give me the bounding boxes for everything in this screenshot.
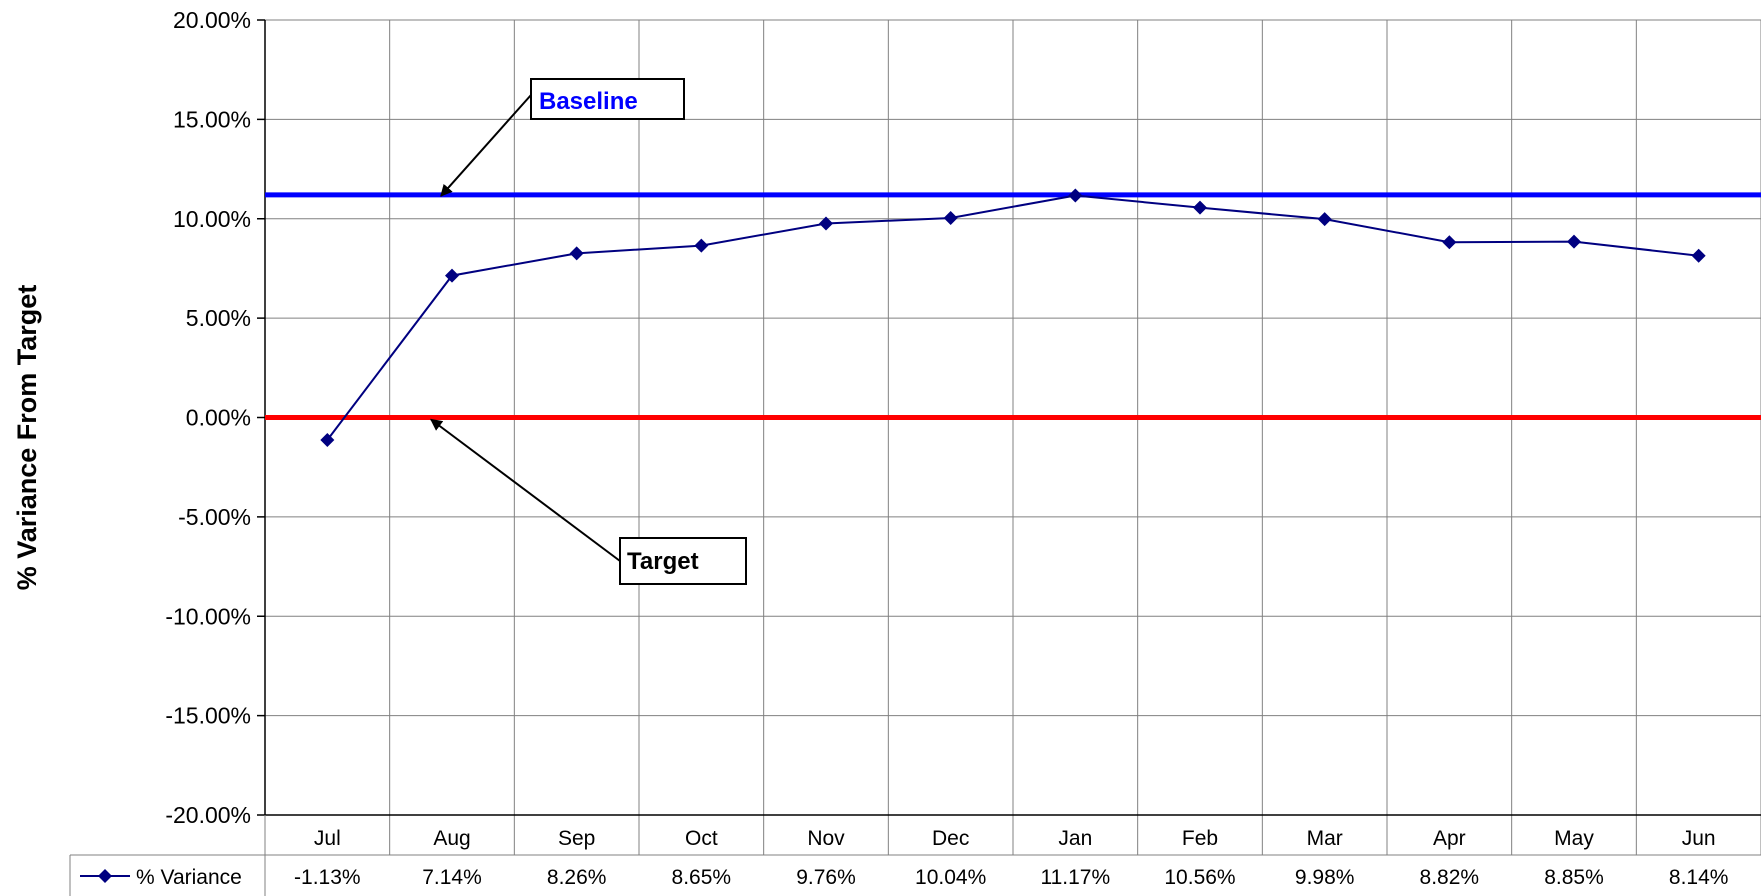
baseline-arrow xyxy=(440,94,532,197)
reference-lines xyxy=(265,192,1761,420)
data-point-marker xyxy=(819,216,833,231)
data-point-marker xyxy=(569,246,584,261)
x-category-label: Dec xyxy=(932,827,969,850)
x-category-label: Feb xyxy=(1182,827,1218,850)
series-line xyxy=(326,194,1699,441)
data-point-marker xyxy=(1068,188,1083,203)
table-value-cell: 8.85% xyxy=(1544,866,1604,889)
data-point-marker xyxy=(1193,200,1207,215)
y-tick-label: -5.00% xyxy=(178,504,251,530)
x-category-label: Nov xyxy=(807,827,845,850)
table-value-cell: 8.65% xyxy=(672,866,732,889)
x-category-label: Mar xyxy=(1307,827,1343,850)
y-tick-label: -15.00% xyxy=(165,703,251,729)
target-callout-label: Target xyxy=(627,548,699,575)
x-category-label: Jan xyxy=(1058,827,1092,850)
target-arrow xyxy=(430,418,621,562)
baseline-callout-label: Baseline xyxy=(539,88,638,115)
table-value-cell: 10.04% xyxy=(915,866,986,889)
table-value-cell: 8.26% xyxy=(547,866,607,889)
table-value-cell: 8.82% xyxy=(1420,866,1480,889)
y-tick-label: 20.00% xyxy=(173,7,251,33)
table-value-cell: 8.14% xyxy=(1669,866,1729,889)
x-category-label: Aug xyxy=(433,827,470,850)
table-value-cell: 9.76% xyxy=(796,866,856,889)
data-point-marker xyxy=(1442,235,1457,250)
table-value-cell: 9.98% xyxy=(1295,866,1355,889)
table-value-cell: -1.13% xyxy=(294,866,361,889)
data-point-marker xyxy=(445,268,459,283)
x-category-label: Apr xyxy=(1433,827,1466,850)
legend-series-name: % Variance xyxy=(136,866,242,889)
data-point-marker xyxy=(1317,212,1332,227)
data-point-marker xyxy=(320,432,335,447)
x-category-label: Sep xyxy=(558,827,595,850)
x-category-label: Jul xyxy=(314,827,341,850)
y-axis-ticks: 20.00% 15.00% 10.00% 5.00% 0.00% -5.00% -10.00… xyxy=(165,7,265,828)
baseline-callout-box xyxy=(530,78,685,120)
data-series xyxy=(320,188,1706,447)
table-value-cell: 10.56% xyxy=(1164,866,1235,889)
y-tick-label: 0.00% xyxy=(186,405,251,431)
y-tick-label: -10.00% xyxy=(165,603,251,629)
legend-marker-key xyxy=(98,869,112,883)
y-axis-label: % Variance From Target xyxy=(12,285,42,591)
data-table: Jul Aug Sep Oct Nov Dec Jan Feb Mar Apr May Jun % Va… xyxy=(69,814,1761,896)
data-point-marker xyxy=(1567,234,1581,249)
x-category-label: Jun xyxy=(1682,827,1716,850)
y-tick-label: -20.00% xyxy=(165,802,251,828)
annotations: Baseline Target xyxy=(430,78,747,585)
y-tick-label: 15.00% xyxy=(173,106,251,132)
y-tick-label: 10.00% xyxy=(173,206,251,232)
x-category-label: May xyxy=(1554,827,1594,850)
table-value-cell: 11.17% xyxy=(1040,866,1110,889)
target-callout-box xyxy=(619,537,747,585)
data-point-marker xyxy=(1691,248,1706,263)
data-point-marker xyxy=(694,238,709,253)
x-category-label: Oct xyxy=(685,827,718,850)
table-value-cell: 7.14% xyxy=(422,866,482,889)
y-tick-label: 5.00% xyxy=(186,305,251,331)
data-point-marker xyxy=(943,210,958,225)
